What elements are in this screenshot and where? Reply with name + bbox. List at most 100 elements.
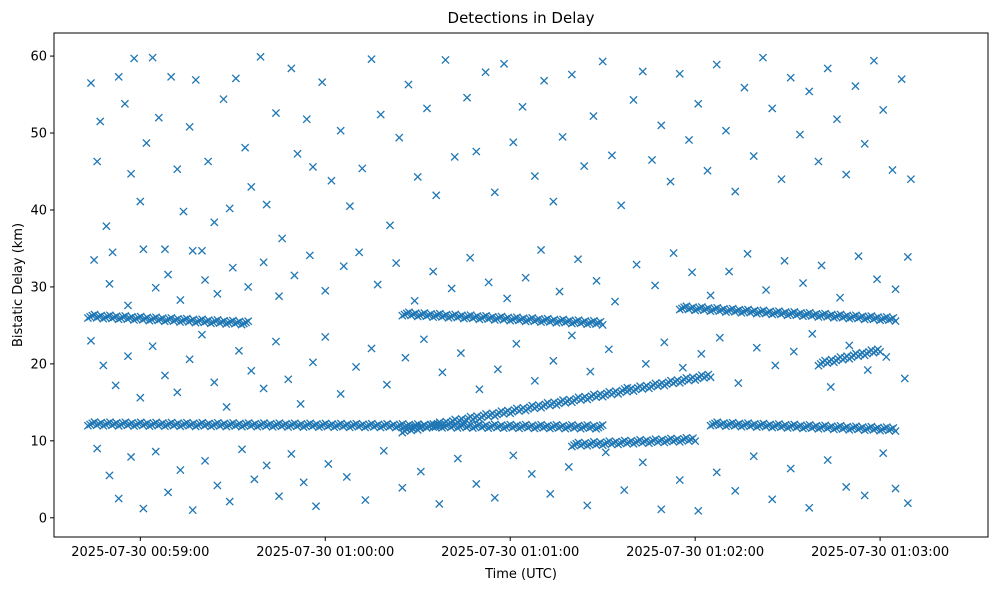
data-point	[226, 317, 235, 326]
data-point	[139, 504, 148, 513]
data-point	[255, 421, 264, 430]
data-point	[355, 248, 364, 257]
data-point	[376, 110, 385, 119]
data-point	[647, 155, 657, 165]
data-point	[586, 367, 595, 376]
data-point	[547, 316, 557, 325]
data-point	[244, 282, 253, 291]
data-point	[715, 421, 724, 430]
data-point	[218, 420, 227, 429]
data-point	[372, 421, 381, 430]
data-point	[706, 291, 715, 300]
data-point	[798, 424, 808, 433]
data-point	[101, 313, 110, 322]
data-point	[515, 424, 524, 433]
data-point	[694, 506, 703, 515]
data-point	[779, 421, 788, 431]
data-point	[768, 104, 777, 113]
data-point	[732, 306, 742, 315]
data-point	[114, 494, 123, 503]
data-point	[660, 338, 669, 347]
data-point	[180, 419, 189, 428]
data-point	[541, 315, 550, 324]
data-point	[891, 285, 900, 294]
data-point	[138, 315, 147, 324]
data-point	[878, 315, 887, 324]
data-point	[832, 424, 841, 433]
data-point	[576, 424, 585, 433]
data-point	[134, 313, 143, 322]
data-point	[783, 423, 792, 433]
data-point	[495, 313, 504, 322]
data-point	[180, 315, 189, 324]
data-point	[302, 115, 311, 124]
data-point	[493, 365, 502, 374]
data-point	[530, 424, 539, 433]
data-point	[151, 283, 160, 292]
data-point	[367, 344, 376, 353]
data-point	[768, 495, 777, 504]
data-point	[838, 424, 847, 434]
data-point	[179, 207, 188, 216]
data-point	[459, 314, 469, 323]
x-tick-label: 2025-07-30 01:03:00	[811, 545, 949, 560]
data-point	[202, 317, 211, 326]
data-point	[358, 164, 367, 173]
data-point	[508, 315, 517, 324]
data-point	[324, 459, 333, 468]
data-point	[508, 423, 517, 432]
data-point	[116, 420, 125, 429]
data-point	[741, 420, 750, 429]
data-point	[509, 451, 518, 460]
data-point	[325, 421, 334, 430]
data-point	[350, 420, 359, 429]
data-point	[567, 331, 576, 340]
data-point	[699, 306, 709, 315]
data-point	[422, 312, 431, 321]
data-point	[702, 305, 711, 314]
data-point	[592, 319, 601, 329]
data-point	[587, 422, 596, 431]
data-point	[717, 420, 726, 429]
data-point	[706, 307, 715, 316]
data-point	[601, 448, 610, 457]
data-point	[798, 279, 808, 288]
data-point	[740, 83, 749, 92]
data-point	[295, 421, 304, 430]
data-point	[450, 152, 459, 161]
data-point	[783, 311, 792, 320]
data-point	[724, 420, 733, 430]
data-point	[732, 420, 742, 429]
data-point	[453, 313, 462, 322]
data-point	[512, 339, 521, 348]
data-point	[413, 312, 422, 321]
data-point	[567, 70, 576, 79]
data-point	[849, 312, 858, 321]
data-point	[103, 419, 112, 428]
data-point	[191, 318, 200, 327]
data-point	[471, 422, 480, 431]
data-point	[572, 422, 581, 431]
data-point	[638, 458, 647, 467]
data-point	[761, 285, 771, 295]
data-point	[834, 311, 843, 320]
data-point	[506, 316, 515, 325]
data-point	[563, 317, 572, 326]
data-point	[501, 422, 510, 432]
data-point	[239, 319, 248, 328]
data-point	[710, 304, 720, 314]
data-point	[556, 422, 565, 431]
data-point	[539, 423, 548, 432]
data-point	[840, 312, 849, 321]
data-point	[136, 393, 145, 402]
data-point	[730, 421, 739, 430]
data-point	[241, 143, 250, 152]
data-point	[872, 275, 882, 284]
data-point	[96, 117, 105, 126]
data-point	[490, 315, 499, 325]
data-point	[540, 76, 549, 85]
data-point	[862, 314, 871, 323]
data-point	[176, 465, 185, 475]
data-point	[456, 349, 465, 358]
data-point	[127, 169, 136, 178]
